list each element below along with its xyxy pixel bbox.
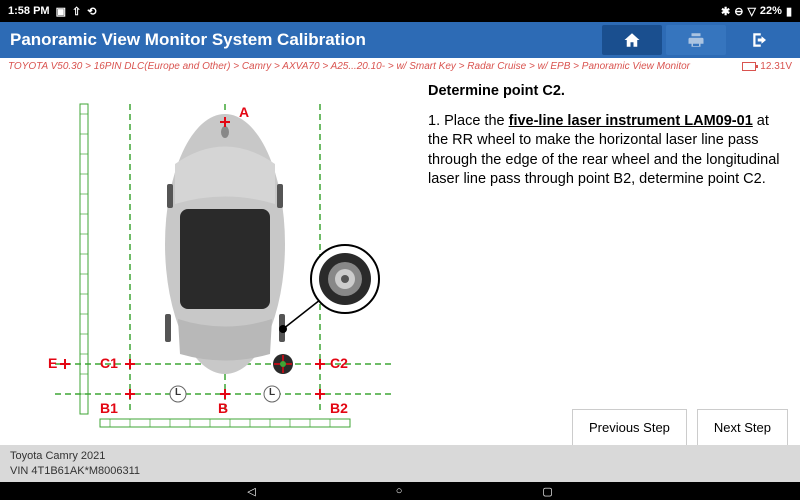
diagram-label-a: A xyxy=(239,104,249,120)
page-title: Panoramic View Monitor System Calibratio… xyxy=(10,30,598,50)
diagram-label-b2: B2 xyxy=(330,400,348,416)
vehicle-vin: VIN 4T1B61AK*M8006311 xyxy=(10,464,790,478)
vehicle-name: Toyota Camry 2021 xyxy=(10,449,790,463)
diagram-label-b1: B1 xyxy=(100,400,118,416)
action-button-row: Previous Step Next Step xyxy=(572,409,788,446)
dnd-icon: ⊖ xyxy=(734,5,743,18)
android-status-bar: 1:58 PM ▣ ⇧ ⟲ ✱ ⊖ ▽ 22% ▮ xyxy=(0,0,800,22)
voltage-indicator: 12.31V xyxy=(742,61,792,72)
instruction-step: 1. Place the five-line laser instrument … xyxy=(428,112,782,190)
status-time: 1:58 PM xyxy=(8,5,50,17)
home-button[interactable] xyxy=(602,25,662,55)
battery-percent: 22% xyxy=(760,5,782,17)
print-button[interactable] xyxy=(666,25,726,55)
sync-icon: ⟲ xyxy=(87,5,96,18)
exit-icon xyxy=(750,31,770,49)
wifi-icon: ▽ xyxy=(747,5,755,18)
app-header: Panoramic View Monitor System Calibratio… xyxy=(0,22,800,58)
step-prefix: 1. Place the xyxy=(428,113,509,129)
recents-icon[interactable]: ▢ xyxy=(542,485,552,498)
diagram-label-e: E xyxy=(48,355,57,371)
diagram-label-b: B xyxy=(218,400,228,416)
exit-button[interactable] xyxy=(730,25,790,55)
diagram-label-c2: C2 xyxy=(330,355,348,371)
breadcrumb-bar: TOYOTA V50.30 > 16PIN DLC(Europe and Oth… xyxy=(0,58,800,74)
tool-name: five-line laser instrument LAM09-01 xyxy=(509,113,753,129)
home-nav-icon[interactable]: ○ xyxy=(396,485,403,497)
download-icon: ▣ xyxy=(56,5,66,18)
voltage-value: 12.31V xyxy=(760,61,792,72)
upload-icon: ⇧ xyxy=(72,5,81,18)
battery-voltage-icon xyxy=(742,62,756,71)
diagram-label-l1: L xyxy=(175,387,181,398)
diagram-label-c1: C1 xyxy=(100,355,118,371)
main-content: A E C1 C2 B1 B B2 L L Determine point C2… xyxy=(0,74,800,444)
back-icon[interactable]: ◁ xyxy=(247,485,255,498)
previous-step-button[interactable]: Previous Step xyxy=(572,409,687,446)
print-icon xyxy=(687,31,705,49)
next-step-button[interactable]: Next Step xyxy=(697,409,788,446)
vehicle-footer: Toyota Camry 2021 VIN 4T1B61AK*M8006311 xyxy=(0,445,800,482)
instruction-title: Determine point C2. xyxy=(428,82,782,102)
instruction-panel: Determine point C2. 1. Place the five-li… xyxy=(420,74,800,444)
breadcrumb-path: TOYOTA V50.30 > 16PIN DLC(Europe and Oth… xyxy=(8,61,742,72)
bluetooth-icon: ✱ xyxy=(721,5,730,18)
android-nav-bar: ◁ ○ ▢ xyxy=(0,482,800,500)
battery-icon: ▮ xyxy=(786,5,792,18)
home-icon xyxy=(623,31,641,49)
calibration-diagram: A E C1 C2 B1 B B2 L L xyxy=(0,74,420,444)
diagram-label-l2: L xyxy=(269,387,275,398)
